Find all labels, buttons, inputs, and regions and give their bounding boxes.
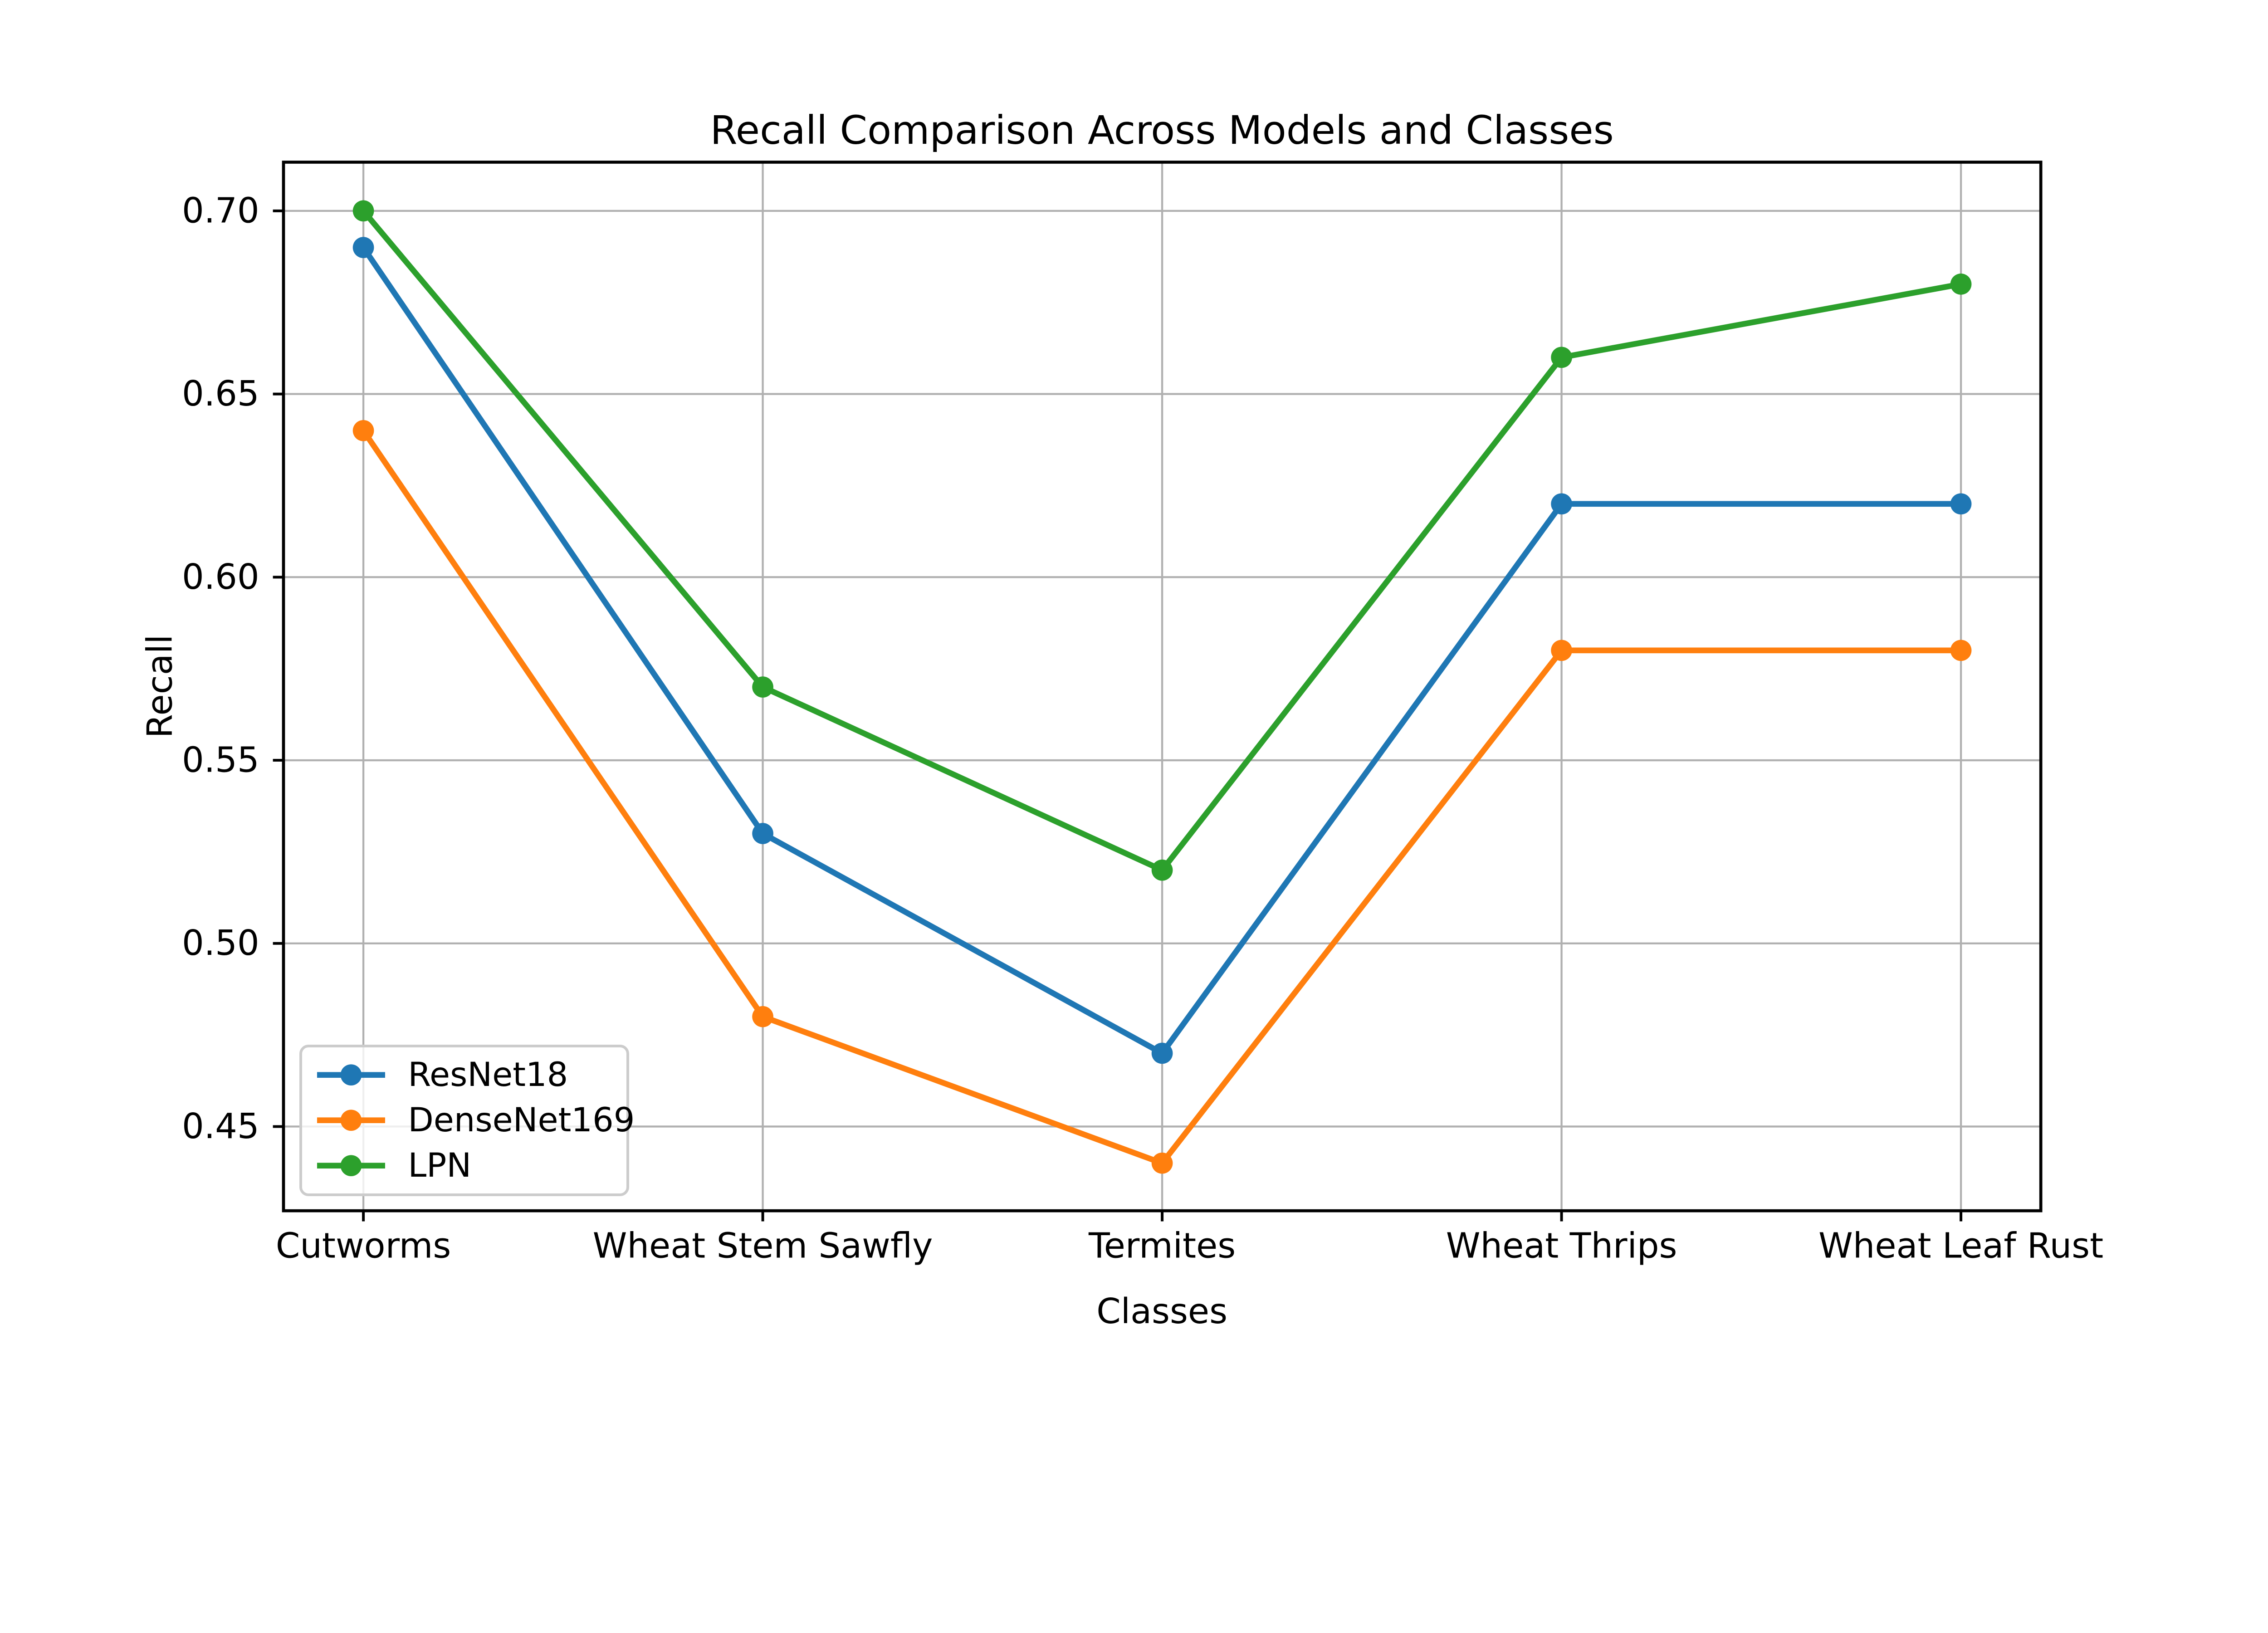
legend-label: ResNet18 bbox=[408, 1055, 568, 1094]
data-point-resnet18 bbox=[352, 237, 374, 258]
data-point-lpn bbox=[1551, 347, 1572, 368]
plot-area: 0.45 0.50 0.55 0.60 0.65 0.70 Cutworms Wheat St… bbox=[182, 161, 2103, 1266]
legend: ResNet18 DenseNet169 LPN bbox=[299, 1045, 635, 1196]
data-point-densenet169 bbox=[352, 420, 374, 441]
y-tick-label: 0.65 bbox=[182, 374, 259, 414]
data-point-lpn bbox=[752, 676, 773, 698]
y-tick-label: 0.50 bbox=[182, 923, 259, 963]
x-axis-label: Classes bbox=[1096, 1291, 1228, 1332]
chart-title: Recall Comparison Across Models and Clas… bbox=[710, 108, 1614, 153]
y-tick-label: 0.60 bbox=[182, 557, 259, 597]
x-tick-label: Cutworms bbox=[276, 1226, 451, 1266]
data-point-resnet18 bbox=[1551, 493, 1572, 515]
data-point-resnet18 bbox=[1151, 1042, 1173, 1064]
legend-line-marker-icon bbox=[317, 1155, 386, 1177]
data-point-lpn bbox=[352, 200, 374, 222]
data-point-densenet169 bbox=[752, 1006, 773, 1027]
data-point-densenet169 bbox=[1950, 640, 1972, 661]
data-point-resnet18 bbox=[752, 823, 773, 844]
y-tick-label: 0.55 bbox=[182, 740, 259, 781]
data-point-densenet169 bbox=[1151, 1152, 1173, 1174]
x-tick-label: Wheat Stem Sawfly bbox=[593, 1226, 933, 1266]
figure: 0.45 0.50 0.55 0.60 0.65 0.70 Cutworms Wheat St… bbox=[140, 108, 2104, 1332]
x-tick-label: Wheat Thrips bbox=[1446, 1226, 1677, 1266]
data-point-lpn bbox=[1151, 859, 1173, 881]
y-axis-label: Recall bbox=[140, 634, 181, 738]
legend-label: LPN bbox=[408, 1146, 472, 1185]
legend-item-resnet18: ResNet18 bbox=[317, 1055, 611, 1094]
data-point-densenet169 bbox=[1551, 640, 1572, 661]
x-tick-label: Termites bbox=[1088, 1226, 1236, 1266]
legend-label: DenseNet169 bbox=[408, 1100, 635, 1139]
legend-item-lpn: LPN bbox=[317, 1146, 611, 1185]
legend-line-marker-icon bbox=[317, 1064, 386, 1086]
legend-line-marker-icon bbox=[317, 1110, 386, 1131]
legend-item-densenet169: DenseNet169 bbox=[317, 1104, 635, 1137]
x-tick-label: Wheat Leaf Rust bbox=[1818, 1226, 2103, 1266]
data-point-lpn bbox=[1950, 274, 1972, 295]
axes-frame bbox=[282, 161, 2043, 1213]
y-tick-label: 0.70 bbox=[182, 191, 259, 231]
y-tick-label: 0.45 bbox=[182, 1106, 259, 1147]
data-point-resnet18 bbox=[1950, 493, 1972, 515]
